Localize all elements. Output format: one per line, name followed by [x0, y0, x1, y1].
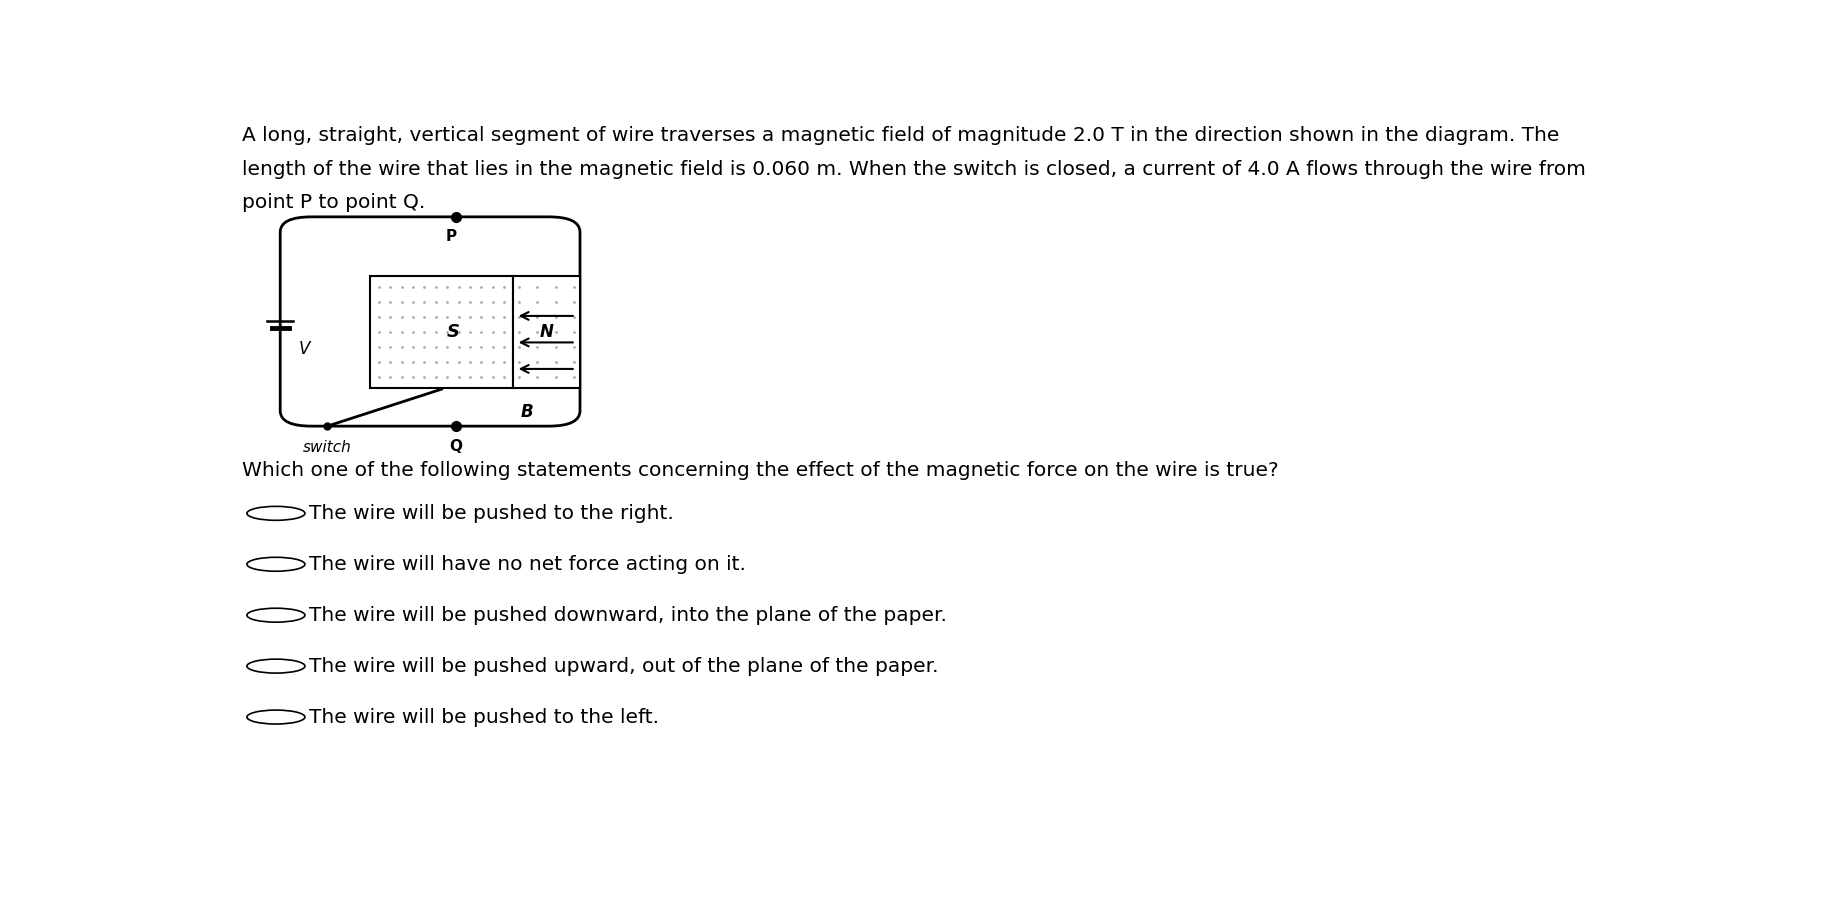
- Text: N: N: [540, 323, 553, 341]
- Text: S: S: [446, 323, 459, 341]
- Text: The wire will be pushed to the left.: The wire will be pushed to the left.: [309, 708, 659, 727]
- Text: length of the wire that lies in the magnetic field is 0.060 m. When the switch i: length of the wire that lies in the magn…: [241, 159, 1586, 178]
- Text: V: V: [298, 341, 309, 359]
- Bar: [512, 276, 580, 388]
- Text: point P to point Q.: point P to point Q.: [241, 193, 426, 212]
- Text: Which one of the following statements concerning the effect of the magnetic forc: Which one of the following statements co…: [241, 461, 1278, 480]
- Text: The wire will be pushed upward, out of the plane of the paper.: The wire will be pushed upward, out of t…: [309, 657, 938, 676]
- Text: The wire will be pushed to the right.: The wire will be pushed to the right.: [309, 504, 674, 523]
- Text: switch: switch: [302, 440, 352, 455]
- Text: The wire will have no net force acting on it.: The wire will have no net force acting o…: [309, 554, 746, 573]
- Text: P: P: [446, 229, 457, 245]
- Text: Q: Q: [449, 439, 462, 454]
- Text: B: B: [521, 403, 534, 421]
- Text: A long, straight, vertical segment of wire traverses a magnetic field of magnitu: A long, straight, vertical segment of wi…: [241, 126, 1558, 145]
- Text: The wire will be pushed downward, into the plane of the paper.: The wire will be pushed downward, into t…: [309, 606, 947, 625]
- Bar: [370, 276, 512, 388]
